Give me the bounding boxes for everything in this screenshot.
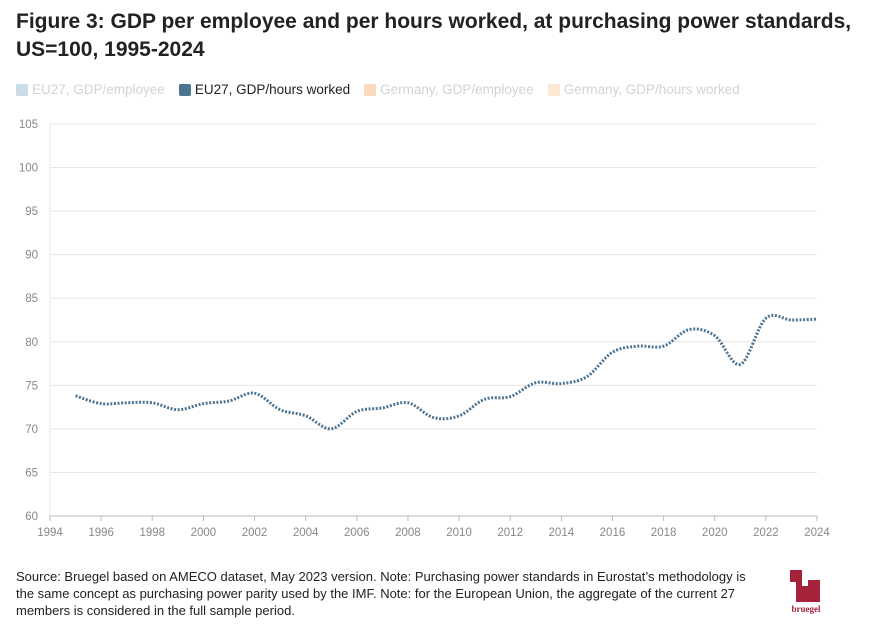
y-tick-label: 70 [25,424,38,436]
data-point[interactable] [430,414,438,422]
x-tick-label: 2014 [549,527,575,539]
y-tick-label: 65 [25,467,38,479]
legend-swatch [178,83,191,96]
legend-item-germany-employee[interactable]: Germany, GDP/employee [364,82,534,97]
y-tick-label: 100 [19,163,38,175]
legend-label: Germany, GDP/employee [380,82,534,97]
y-tick-label: 60 [25,511,38,523]
data-point[interactable] [634,342,642,350]
logo-text: bruegel [791,604,821,614]
data-point[interactable] [685,326,693,334]
data-point[interactable] [302,412,310,420]
data-point[interactable] [506,393,514,401]
x-tick-label: 2000 [191,527,217,539]
y-tick-label: 90 [25,250,38,262]
series-layer [72,313,821,433]
x-tick-label: 1998 [139,527,165,539]
y-tick-label: 85 [25,293,38,305]
x-tick-label: 1994 [37,527,63,539]
legend-label: EU27, GDP/hours worked [194,82,351,97]
data-point[interactable] [532,379,540,387]
data-point[interactable] [123,399,131,407]
data-point[interactable] [583,373,591,381]
x-tick-label: 2018 [651,527,677,539]
data-point[interactable] [404,399,412,407]
series-line[interactable] [75,313,818,431]
x-tick-label: 2024 [804,527,830,539]
data-point[interactable] [557,380,565,388]
data-point[interactable] [660,342,668,350]
data-point[interactable] [455,412,463,420]
data-point[interactable] [353,407,361,415]
legend-label: EU27, GDP/employee [32,82,165,97]
data-point[interactable] [327,425,335,433]
data-point[interactable] [378,404,386,412]
x-tick-label: 2002 [242,527,268,539]
chart-title: Figure 3: GDP per employee and per hours… [16,10,852,61]
x-tick-label: 2008 [395,527,421,539]
logo-mark-icon [790,570,820,602]
x-tick-label: 2012 [497,527,523,539]
legend-swatch [547,83,560,96]
data-point[interactable] [225,397,233,405]
legend: EU27, GDP/employee EU27, GDP/hours worke… [16,82,740,97]
data-point[interactable] [199,400,207,408]
legend-swatch [364,83,377,96]
y-axis: 60 65 70 75 80 85 90 95 100 105 [19,119,38,523]
data-point[interactable] [251,389,259,397]
data-point[interactable] [762,314,770,322]
data-point[interactable] [72,392,80,400]
legend-item-germany-hours[interactable]: Germany, GDP/hours worked [547,82,740,97]
data-point[interactable] [736,360,744,368]
data-point[interactable] [174,406,182,414]
data-point[interactable] [787,316,795,324]
y-tick-label: 80 [25,337,38,349]
legend-label: Germany, GDP/hours worked [563,82,740,97]
x-tick-label: 2020 [702,527,728,539]
x-tick-label: 1996 [88,527,114,539]
source-note: Source: Bruegel based on AMECO dataset, … [16,569,746,618]
grid-layer [49,123,817,517]
x-tick-label: 2022 [753,527,779,539]
data-point[interactable] [148,399,156,407]
bruegel-logo: bruegel [786,570,826,616]
data-point[interactable] [608,348,616,356]
data-point[interactable] [97,400,105,408]
x-axis: 1994 1996 1998 2000 2002 2004 2006 2008 2010 2012… [37,515,830,539]
x-tick-label: 2010 [446,527,472,539]
data-point[interactable] [711,332,719,340]
data-point[interactable] [813,315,821,323]
line-chart: 1994 1996 1998 2000 2002 2004 2006 2008 2010 2012… [19,119,831,539]
data-point[interactable] [276,406,284,414]
data-point[interactable] [481,395,489,403]
x-tick-label: 2016 [600,527,626,539]
y-tick-label: 105 [19,119,38,131]
x-tick-label: 2004 [293,527,319,539]
x-tick-label: 2006 [344,527,370,539]
y-tick-label: 95 [25,206,38,218]
legend-item-eu27-hours[interactable]: EU27, GDP/hours worked [178,82,351,97]
legend-swatch [16,83,28,96]
legend-item-eu27-employee[interactable]: EU27, GDP/employee [16,82,165,97]
y-tick-label: 75 [25,380,38,392]
